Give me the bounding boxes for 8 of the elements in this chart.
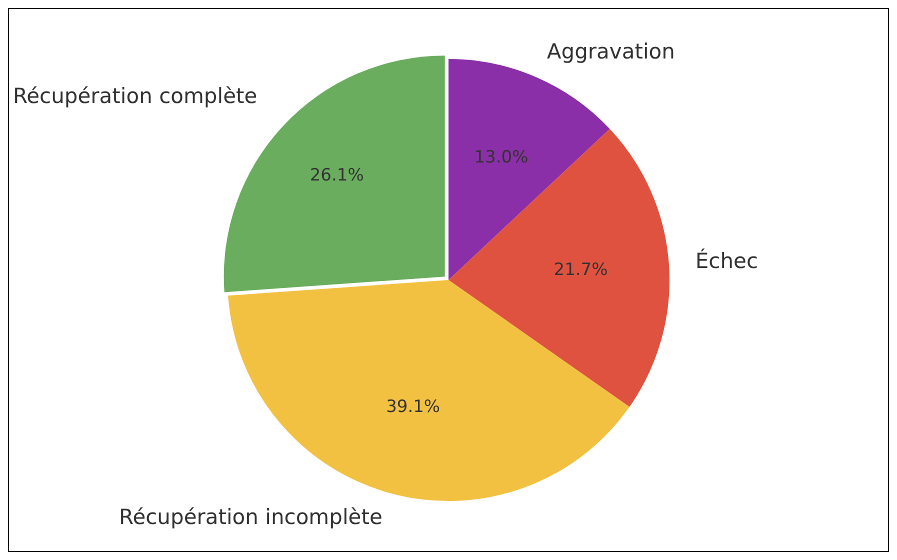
data-label: 39.1% <box>386 397 440 418</box>
slice-label: Aggravation <box>546 39 675 64</box>
data-label: 13.0% <box>474 148 528 168</box>
slice-label: Récupération incomplète <box>119 504 382 529</box>
slice-label: Récupération complète <box>12 84 258 108</box>
data-label: 26.1% <box>310 165 364 186</box>
slice-label: Échec <box>695 248 758 273</box>
data-label: 21.7% <box>554 260 608 280</box>
